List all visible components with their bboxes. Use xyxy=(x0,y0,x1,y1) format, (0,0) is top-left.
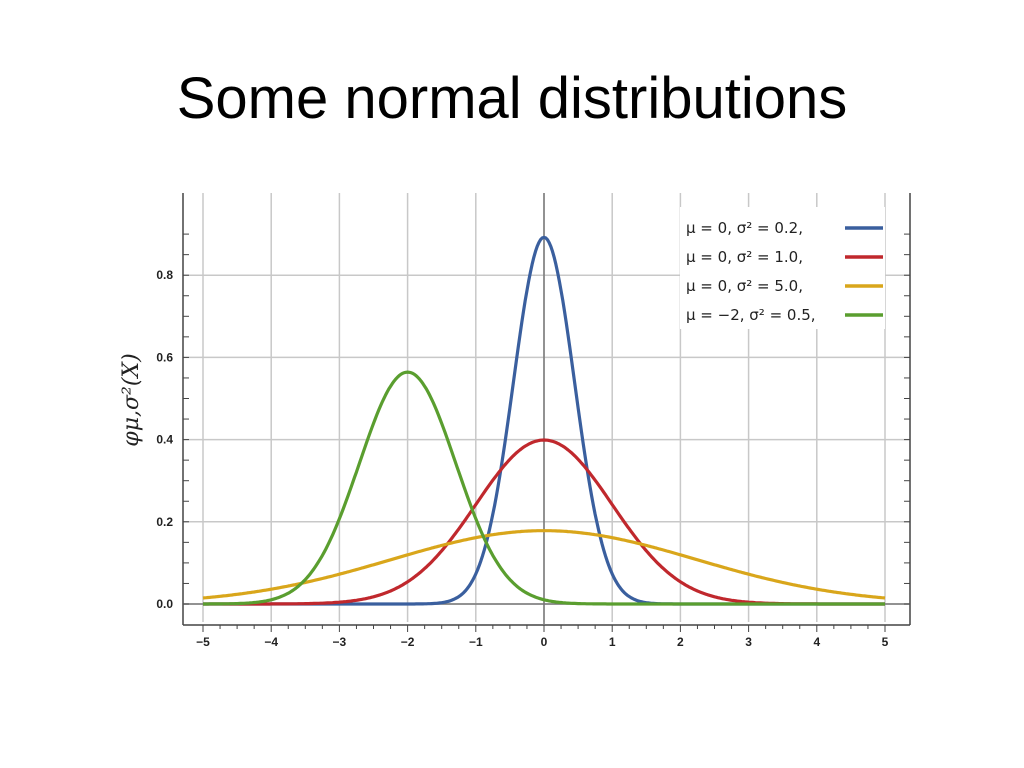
legend-label: μ = 0, σ² = 1.0, xyxy=(686,248,803,266)
x-tick-label: 0 xyxy=(541,635,548,649)
x-tick-label: 2 xyxy=(677,635,684,649)
curve-series xyxy=(203,370,885,606)
x-tick-label: 1 xyxy=(609,635,616,649)
legend-label: μ = 0, σ² = 5.0, xyxy=(686,277,803,295)
y-axis-label: φμ,σ²(X) xyxy=(119,353,144,446)
x-tick-label: −1 xyxy=(469,635,483,649)
legend-label: μ = 0, σ² = 0.2, xyxy=(686,219,803,237)
curve-series xyxy=(202,529,886,600)
y-tick-label: 0.6 xyxy=(156,350,173,364)
slide-title: Some normal distributions xyxy=(176,66,848,131)
axes: 0.0 0.2 0.4 0.6 0.8 −5 −4 −3 −2 −1 0 1 2 3 4 5 xyxy=(156,193,911,649)
legend-label: μ = −2, σ² = 0.5, xyxy=(686,306,816,324)
y-tick-label: 0.8 xyxy=(156,268,173,282)
y-tick-label: 0.0 xyxy=(156,597,173,611)
y-tick-label: 0.4 xyxy=(156,433,173,447)
x-tick-label: −5 xyxy=(196,635,210,649)
x-tick-label: −3 xyxy=(333,635,347,649)
curves xyxy=(202,235,886,606)
x-tick-label: −2 xyxy=(401,635,415,649)
x-tick-label: 3 xyxy=(745,635,752,649)
legend: μ = 0, σ² = 0.2, μ = 0, σ² = 1.0, μ = 0, σ… xyxy=(680,207,885,329)
y-tick-label: 0.2 xyxy=(156,515,173,529)
x-tick-label: 5 xyxy=(882,635,889,649)
x-tick-label: −4 xyxy=(264,635,278,649)
x-tick-label: 4 xyxy=(813,635,820,649)
